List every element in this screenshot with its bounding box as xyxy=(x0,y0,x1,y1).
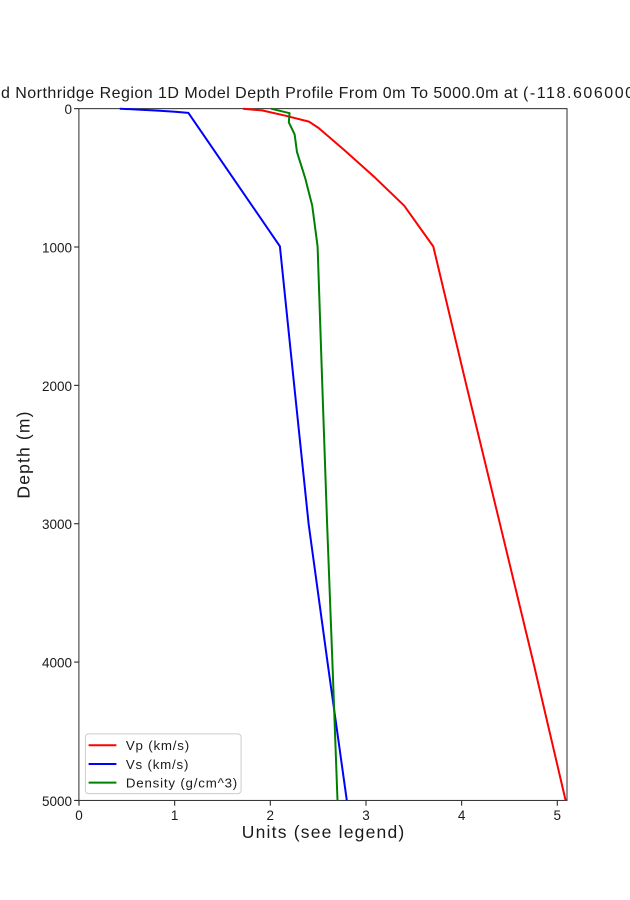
svg-text:5: 5 xyxy=(554,808,562,823)
svg-text:2000: 2000 xyxy=(42,379,72,394)
svg-text:4: 4 xyxy=(458,808,466,823)
svg-text:Depth (m): Depth (m) xyxy=(14,410,34,498)
svg-text:Units (see legend): Units (see legend) xyxy=(242,822,406,842)
svg-text:2: 2 xyxy=(267,808,275,823)
svg-text:Density (g/cm^3): Density (g/cm^3) xyxy=(126,776,238,791)
svg-text:1: 1 xyxy=(171,808,179,823)
svg-text:Vp (km/s): Vp (km/s) xyxy=(126,738,190,753)
svg-text:3000: 3000 xyxy=(42,517,72,532)
svg-text:0: 0 xyxy=(75,808,83,823)
svg-text:5000: 5000 xyxy=(42,794,72,809)
svg-text:1000: 1000 xyxy=(42,241,72,256)
svg-text:3: 3 xyxy=(362,808,370,823)
svg-text:4000: 4000 xyxy=(42,656,72,671)
svg-text:Vs (km/s): Vs (km/s) xyxy=(126,757,189,772)
svg-text:0: 0 xyxy=(64,102,72,117)
